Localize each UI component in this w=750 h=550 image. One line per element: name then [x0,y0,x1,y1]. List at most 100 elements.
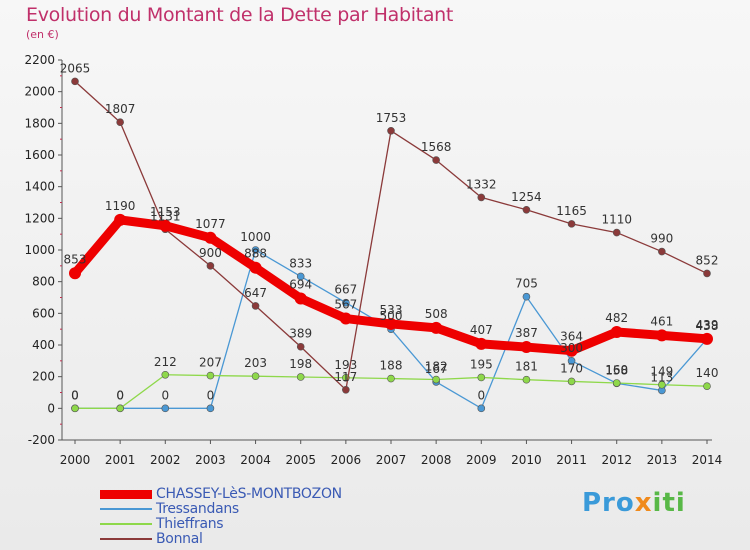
data-label: 500 [380,309,403,323]
data-point [161,370,170,379]
data-point [339,312,352,325]
data-label: 170 [560,361,583,375]
data-point [206,404,215,413]
legend-item: CHASSEY-LèS-MONTBOZON [100,486,342,502]
data-point [703,382,711,390]
data-label: 167 [425,362,448,376]
data-label: 667 [334,283,357,297]
data-point [475,337,488,350]
data-point [432,156,440,164]
data-label: 117 [334,370,357,384]
data-point [159,219,172,232]
data-label: 198 [289,357,312,371]
data-point [387,126,395,135]
data-label: 0 [116,388,124,402]
y-tick-label: 1000 [24,243,55,257]
legend-label: CHASSEY-LèS-MONTBOZON [156,486,342,502]
data-label: 1165 [556,204,587,218]
data-label: 195 [470,357,493,371]
x-tick-label: 2001 [105,453,136,467]
data-label: 1153 [150,205,181,219]
y-tick-label: 1600 [24,148,55,162]
data-label: 1254 [511,190,542,204]
data-label: 113 [650,370,673,384]
data-point [612,379,621,387]
data-point [342,386,350,394]
data-point [703,269,711,278]
data-label: 300 [560,341,583,355]
legend-swatch [100,523,152,525]
data-label: 158 [605,363,628,377]
data-point [387,374,395,383]
legend-swatch [100,508,152,510]
x-tick-label: 2007 [376,453,407,467]
data-label: 567 [334,298,357,312]
data-point [477,404,486,413]
data-label: 705 [515,277,538,291]
proxiti-logo: Proxiti [582,488,686,518]
x-tick-label: 2006 [331,453,362,467]
data-label: 1568 [421,140,452,154]
data-point [522,292,531,301]
y-tick-label: 200 [32,370,55,384]
data-label: 387 [515,326,538,340]
data-label: 193 [334,358,357,372]
data-label: 182 [425,360,448,374]
data-label: 694 [289,277,312,291]
data-label: 1131 [150,209,181,223]
data-point [430,321,443,334]
x-tick-label: 2010 [511,453,542,467]
data-point [477,193,486,202]
data-label: 438 [696,319,719,333]
data-point [522,205,531,214]
data-point [565,344,578,357]
x-tick-label: 2011 [556,453,587,467]
data-point [71,404,79,413]
data-point [206,371,215,380]
data-point [522,375,531,384]
legend-item: Thieffrans [100,516,224,532]
data-label: 364 [560,330,583,344]
data-label: 833 [289,256,312,270]
data-label: 1077 [195,217,226,231]
legend-swatch [100,538,152,540]
data-label: 852 [696,253,719,267]
y-tick-label: 2000 [24,85,55,99]
x-tick-label: 2002 [150,453,181,467]
data-point [342,298,350,307]
data-point [658,380,666,389]
data-label: 990 [650,232,673,246]
y-tick-label: 800 [32,275,55,289]
y-tick-label: 1200 [24,211,55,225]
legend-label: Tressandans [156,501,239,517]
chart-axes: -200020040060080010001200140016001800200… [24,53,722,467]
data-point [567,377,576,386]
chart-unit-label: (en €) [26,28,59,41]
data-label: 181 [515,360,538,374]
chart-title: Evolution du Montant de la Dette par Hab… [26,4,454,26]
data-label: 0 [116,388,124,402]
data-label: 0 [207,388,215,402]
data-point [296,342,305,351]
data-label: 853 [64,252,87,266]
data-point [567,357,576,365]
data-point [251,372,260,380]
data-point [296,373,305,381]
data-point [567,220,576,228]
data-label: 1807 [105,102,136,116]
data-point [206,262,215,270]
x-tick-label: 2013 [647,453,678,467]
data-point [71,77,79,86]
x-tick-label: 2014 [692,453,723,467]
data-label: 203 [244,356,267,370]
data-point [249,261,262,274]
data-point [161,404,170,413]
data-point [701,332,713,345]
data-point [658,247,666,256]
data-label: 160 [605,363,628,377]
data-label: 188 [380,359,403,373]
data-label: 2065 [60,61,91,75]
data-point [116,118,124,127]
